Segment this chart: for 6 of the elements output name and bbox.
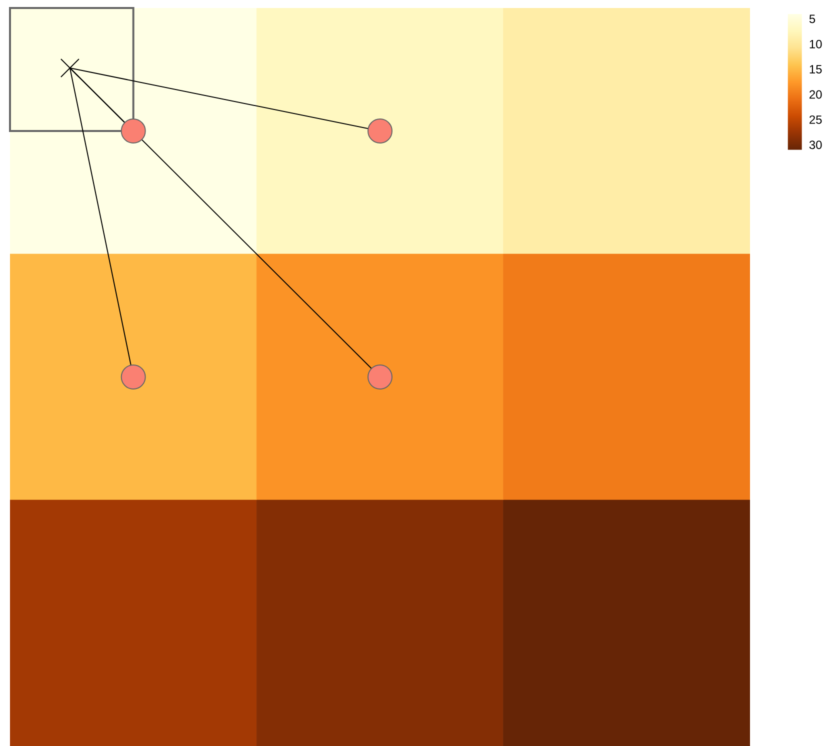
color-bar-label: 20 — [810, 90, 822, 99]
color-bar-label: 30 — [809, 140, 822, 150]
color-bar-label: 10 — [810, 40, 822, 48]
color-bar-label: 5 — [809, 14, 816, 24]
color-bar-label: 15 — [810, 65, 822, 74]
color-bar-label: 25 — [810, 115, 822, 124]
